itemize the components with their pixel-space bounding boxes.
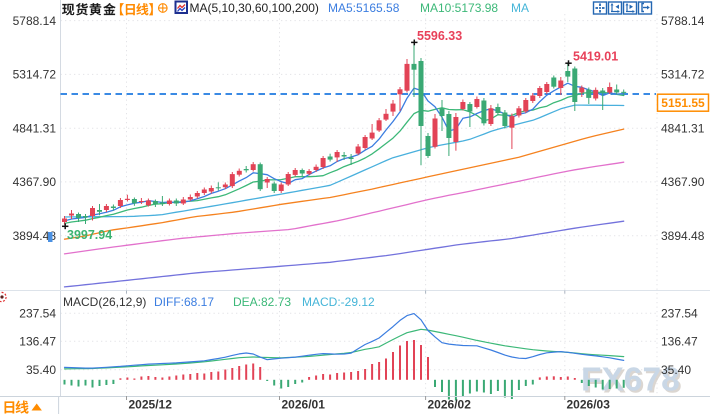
svg-text:2025/12: 2025/12 — [129, 398, 173, 412]
svg-text:5151.55: 5151.55 — [661, 96, 705, 110]
svg-text:DIFF:68.17: DIFF:68.17 — [154, 295, 214, 309]
svg-text:MACD(26,12,9): MACD(26,12,9) — [63, 295, 146, 309]
svg-text:5419.01: 5419.01 — [573, 50, 618, 64]
svg-text:MA10:5173.98: MA10:5173.98 — [420, 1, 498, 15]
svg-text:4841.31: 4841.31 — [661, 121, 705, 135]
svg-text:2026/01: 2026/01 — [282, 398, 326, 412]
svg-text:35.40: 35.40 — [26, 363, 56, 377]
svg-text:237.54: 237.54 — [661, 307, 698, 321]
svg-text:MA: MA — [511, 1, 529, 15]
svg-text:MACD:-29.12: MACD:-29.12 — [302, 295, 375, 309]
svg-text:35.40: 35.40 — [661, 363, 691, 377]
svg-text:136.47: 136.47 — [661, 334, 698, 348]
svg-text:4367.90: 4367.90 — [13, 175, 57, 189]
svg-text:5314.72: 5314.72 — [13, 68, 57, 82]
svg-text:3997.94: 3997.94 — [67, 228, 112, 242]
svg-text:237.54: 237.54 — [19, 307, 56, 321]
svg-text:5596.33: 5596.33 — [417, 29, 462, 43]
svg-text:5788.14: 5788.14 — [661, 14, 705, 28]
svg-text:5314.72: 5314.72 — [661, 68, 705, 82]
svg-text:136.47: 136.47 — [19, 334, 56, 348]
svg-text:FX678: FX678 — [583, 364, 682, 401]
svg-text:5788.14: 5788.14 — [13, 14, 57, 28]
svg-text:DEA:82.73: DEA:82.73 — [233, 295, 291, 309]
svg-text:4367.90: 4367.90 — [661, 175, 705, 189]
svg-text:2026/03: 2026/03 — [567, 398, 611, 412]
svg-text:3894.48: 3894.48 — [661, 229, 705, 243]
svg-text:2026/02: 2026/02 — [428, 398, 472, 412]
svg-text:MA(5,10,30,60,100,200): MA(5,10,30,60,100,200) — [190, 1, 319, 15]
svg-text:FX678: FX678 — [581, 362, 680, 399]
svg-text:4841.31: 4841.31 — [13, 121, 57, 135]
svg-text:3894.48: 3894.48 — [13, 229, 57, 243]
svg-text:MA5:5165.58: MA5:5165.58 — [328, 1, 400, 15]
